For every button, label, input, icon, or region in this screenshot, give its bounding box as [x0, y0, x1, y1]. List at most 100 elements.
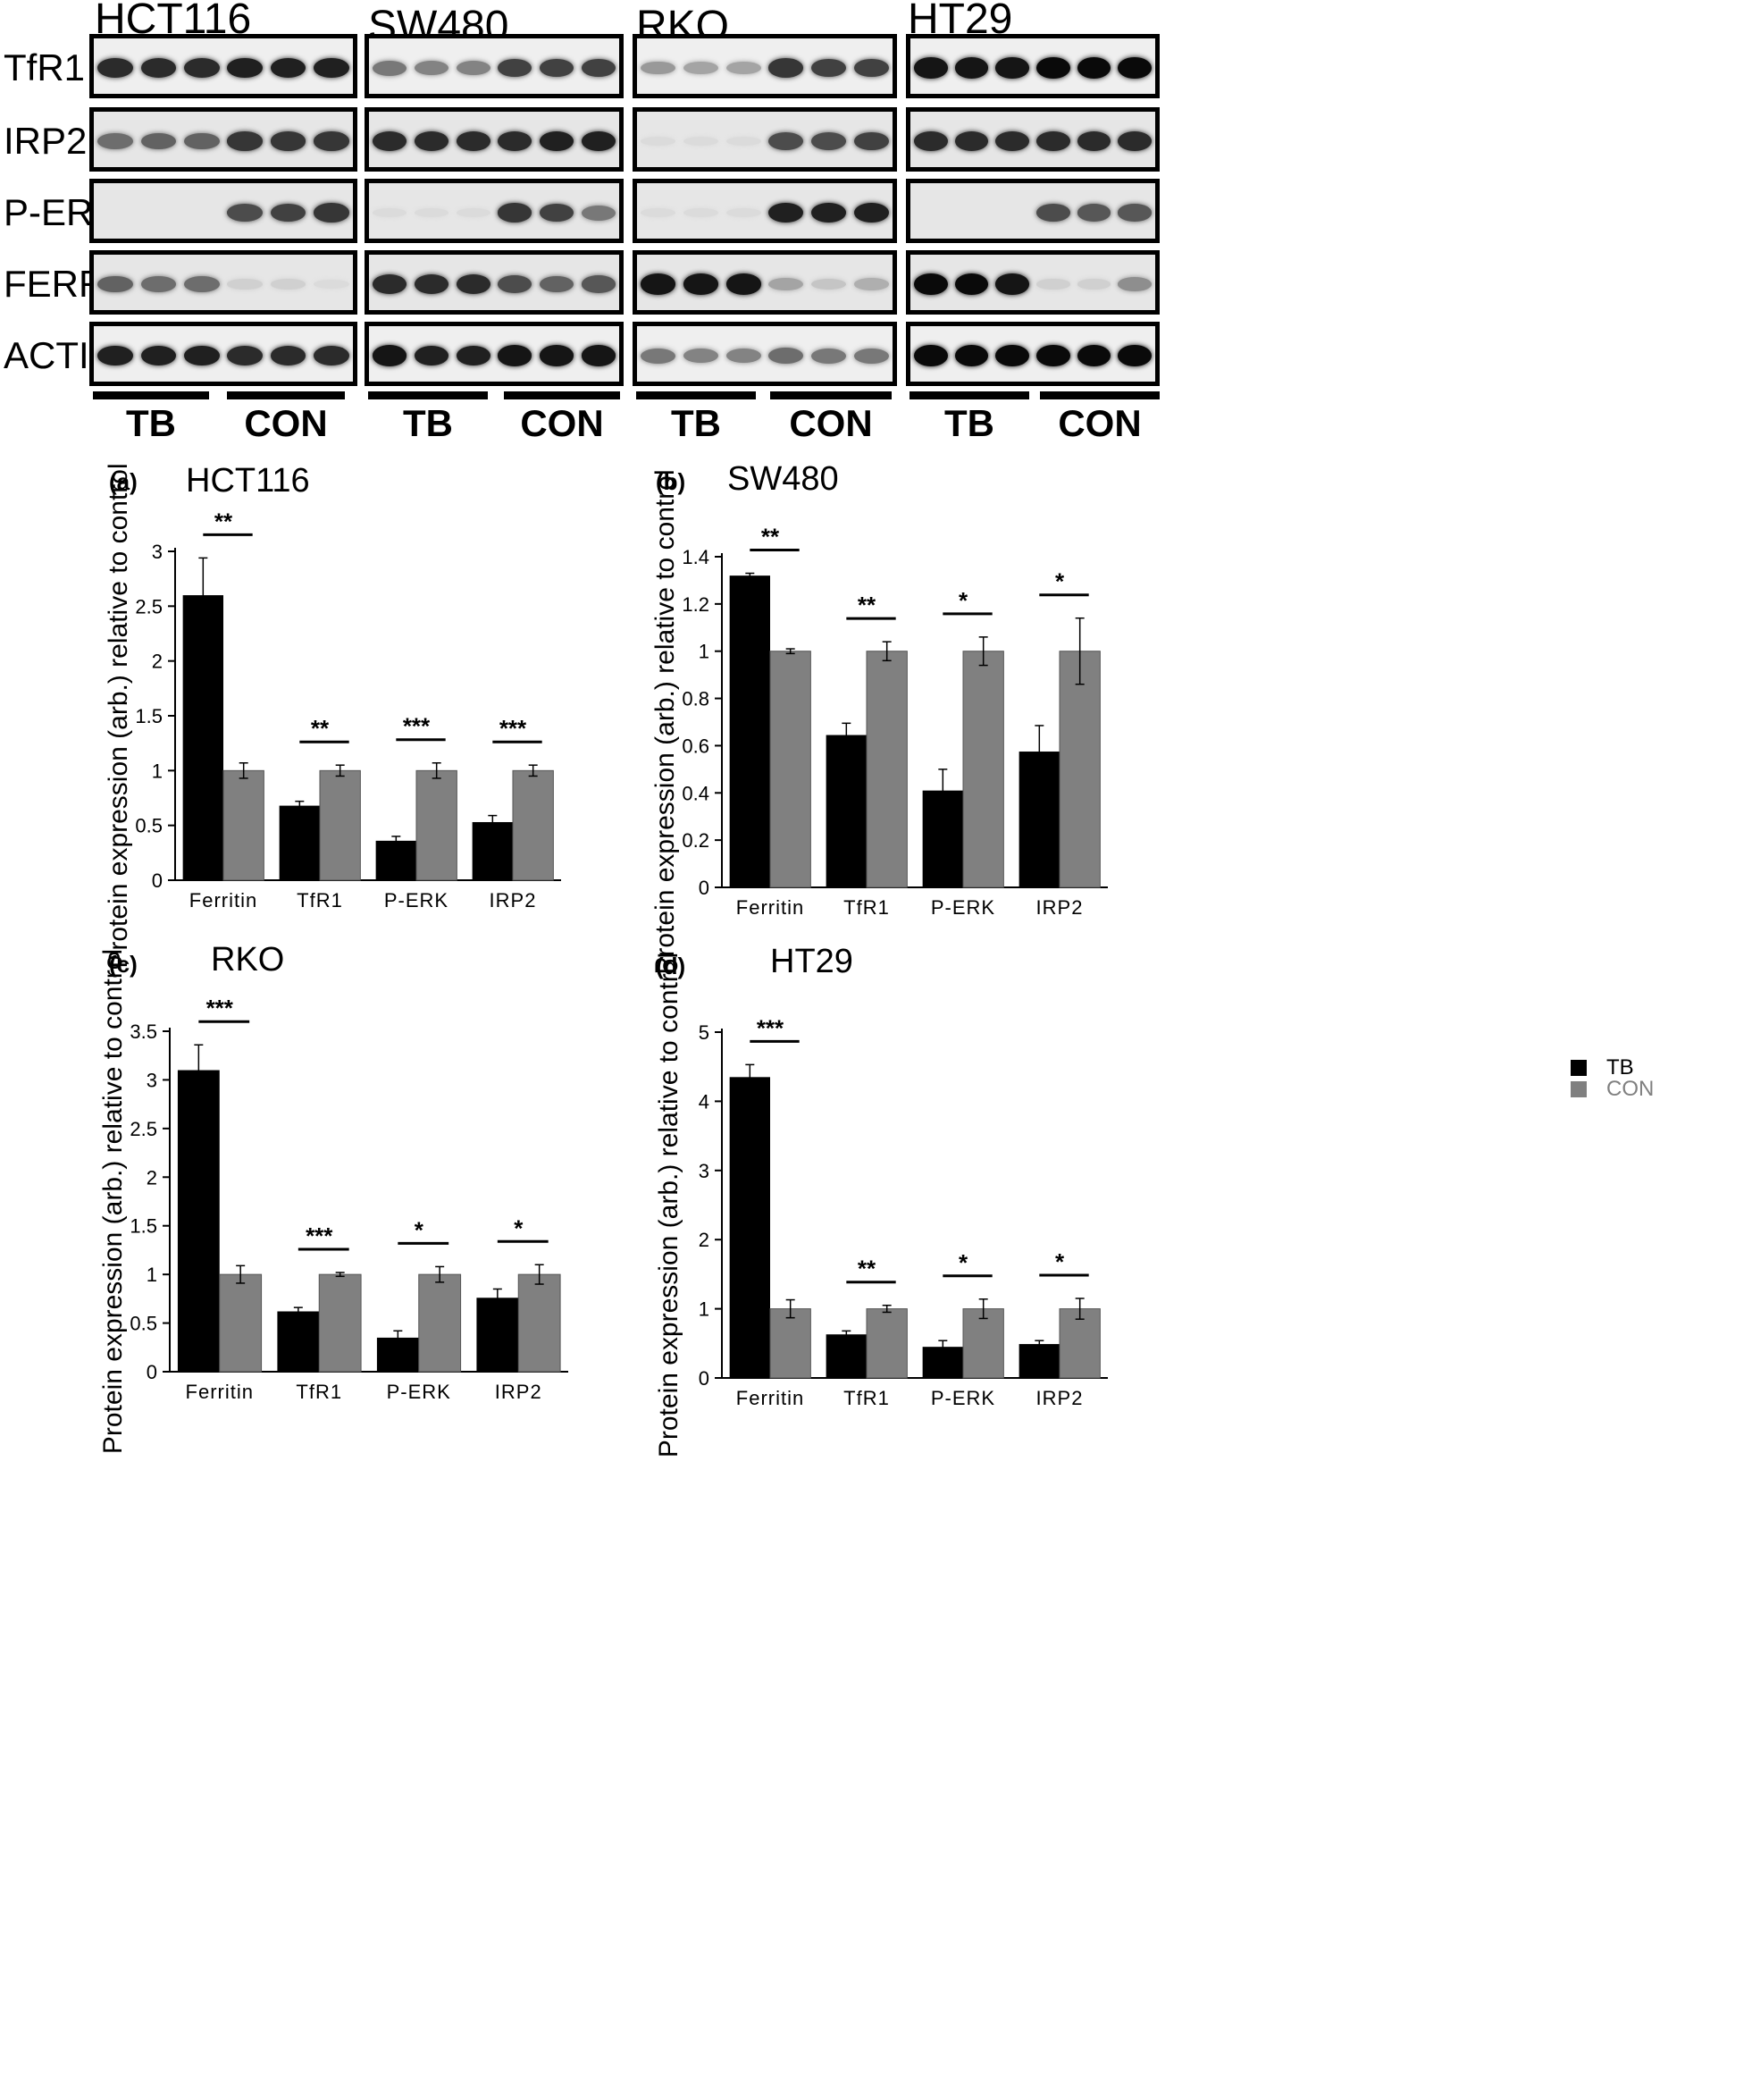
blot-band [97, 345, 133, 366]
blot-band [373, 207, 407, 218]
blot-band [683, 61, 719, 75]
bar-con-irp2 [517, 1273, 561, 1373]
blot-band [954, 131, 989, 151]
blot-band [184, 58, 220, 78]
blot-band [498, 58, 532, 78]
bar-con-tfr1 [319, 769, 361, 881]
legend-label: TB [1606, 1055, 1634, 1079]
blot-panel [365, 107, 624, 172]
blot-band [641, 207, 676, 218]
blot-band [498, 203, 532, 223]
y-tick-label: 5 [699, 1021, 709, 1044]
blot-band [683, 136, 719, 147]
blot-band [810, 58, 847, 78]
blot-panel [633, 34, 897, 98]
blot-band [683, 348, 719, 364]
y-tick-label: 0.6 [682, 735, 709, 757]
bar-tb-ferritin [177, 1070, 220, 1372]
y-tick-label: 1 [699, 1298, 709, 1321]
blot-band [140, 276, 177, 292]
blot-band [581, 58, 616, 78]
blot-band [270, 346, 306, 365]
y-tick-label: 0.5 [135, 815, 163, 837]
bar-tb-tfr1 [826, 1334, 867, 1378]
blot-band [414, 345, 449, 366]
y-tick-label: 4 [699, 1090, 709, 1113]
bar-tb-tfr1 [279, 805, 320, 880]
blot-band [995, 273, 1029, 295]
bar-con-tfr1 [866, 651, 908, 888]
significance-stars: * [1055, 568, 1065, 595]
blot-band [768, 348, 804, 364]
blot-band [853, 348, 889, 364]
blot-band [498, 345, 532, 366]
blot-panel [633, 322, 897, 386]
y-tick-label: 1 [152, 760, 163, 782]
blot-band [768, 277, 804, 291]
x-category-label: Ferritin [186, 1381, 254, 1403]
x-category-label: TfR1 [297, 889, 343, 911]
x-category-label: Ferritin [189, 889, 257, 911]
blot-group-label: CON [520, 402, 604, 444]
blot-band [1118, 277, 1152, 291]
blot-group-bar [1040, 391, 1160, 399]
bar-tb-irp2 [1019, 1344, 1060, 1378]
x-category-label: P-ERK [387, 1381, 451, 1403]
x-category-label: P-ERK [931, 1387, 995, 1409]
blot-band [414, 274, 449, 294]
blot-row-label: TfR1 [4, 46, 86, 88]
panel-label: (d) [656, 953, 685, 979]
y-tick-label: 1.5 [130, 1215, 157, 1238]
significance-stars: ** [858, 1256, 876, 1282]
bar-tb-ferritin [729, 1077, 770, 1378]
y-tick-label: 1.2 [682, 593, 709, 616]
blot-band [414, 60, 449, 76]
blot-band [270, 279, 306, 290]
blot-band [914, 273, 948, 295]
x-category-label: TfR1 [843, 896, 890, 919]
blot-band [725, 273, 761, 295]
blot-band [641, 273, 676, 295]
blot-panel [633, 250, 897, 315]
blot-group-bar [910, 391, 1029, 399]
blot-panel [89, 107, 357, 172]
blot-group-label: TB [944, 402, 994, 444]
y-tick-label: 2 [152, 651, 163, 673]
blot-band [314, 279, 349, 290]
blot-band [810, 348, 847, 364]
blot-band [1077, 279, 1111, 290]
blot-panel [89, 322, 357, 386]
blot-band [456, 131, 490, 151]
blot-band [456, 207, 490, 218]
bar-con-ferritin [219, 1273, 263, 1373]
blot-panel [89, 250, 357, 315]
blot-band [140, 345, 177, 366]
blot-band [995, 345, 1029, 366]
significance-stars: * [959, 1249, 968, 1276]
blot-band [853, 131, 889, 151]
y-tick-label: 3 [147, 1069, 157, 1091]
x-category-label: IRP2 [495, 1381, 542, 1403]
y-tick-label: 1 [699, 641, 709, 663]
blot-band [97, 275, 133, 293]
y-tick-label: 0 [699, 1367, 709, 1390]
blot-band [227, 279, 263, 290]
y-tick-label: 0.2 [682, 829, 709, 852]
x-category-label: IRP2 [1036, 1387, 1084, 1409]
blot-band [498, 131, 532, 151]
y-tick-label: 1.4 [682, 546, 709, 568]
blot-panel [365, 250, 624, 315]
y-axis-label: Protein expression (arb.) relative to co… [650, 469, 680, 974]
significance-stars: *** [206, 995, 234, 1021]
y-tick-label: 0 [147, 1361, 157, 1383]
blot-panel [89, 34, 357, 98]
y-tick-label: 2 [699, 1229, 709, 1251]
panel-label: (b) [656, 468, 685, 495]
legend-label: CON [1606, 1077, 1654, 1101]
y-tick-label: 0.5 [130, 1313, 157, 1335]
blot-band [456, 60, 490, 76]
blot-group-label: CON [789, 402, 873, 444]
bar-charts-svg: (a) HCT116 Protein expression (arb.) relat… [98, 460, 1654, 1457]
bar-tb-tfr1 [826, 735, 867, 887]
blot-band [539, 58, 574, 78]
